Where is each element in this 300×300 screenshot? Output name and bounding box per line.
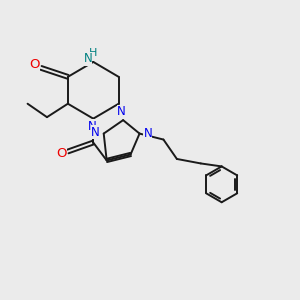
Text: H: H [88,48,97,58]
Text: N: N [117,105,126,118]
Text: N: N [83,52,92,65]
Text: O: O [56,147,67,161]
Text: O: O [29,58,40,71]
Text: N: N [91,126,100,139]
Text: N: N [143,127,152,140]
Text: N: N [87,120,96,133]
